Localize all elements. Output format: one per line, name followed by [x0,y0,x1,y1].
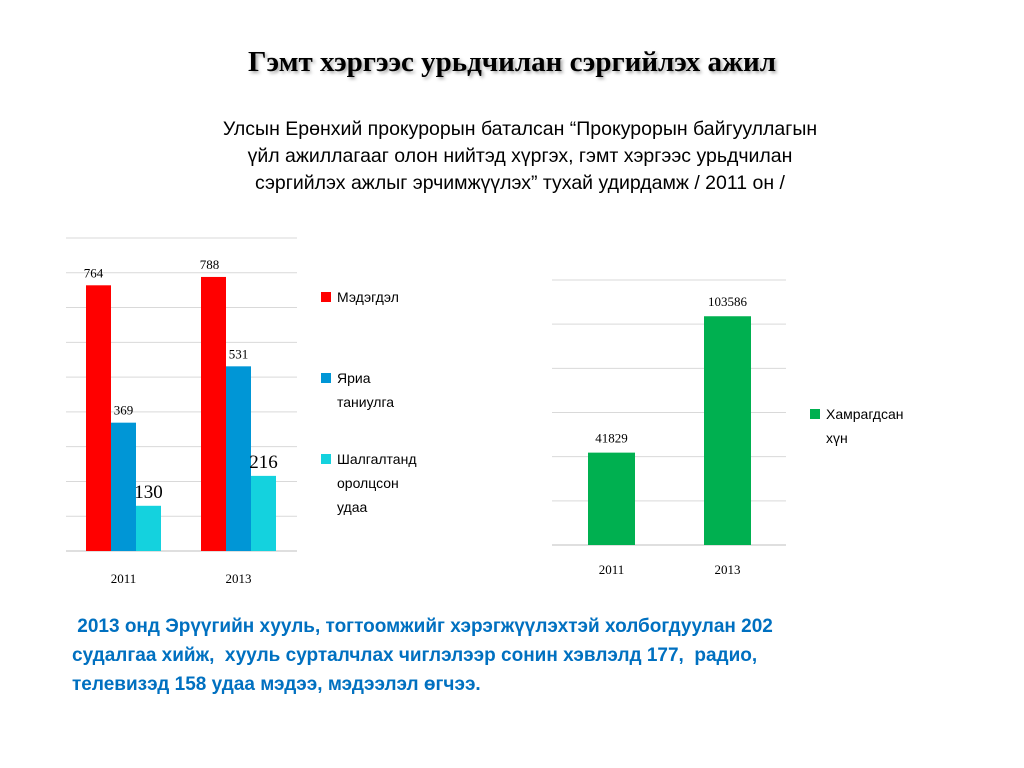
x-tick-label: 2013 [226,571,252,586]
legend-swatch [321,292,331,302]
data-label: 216 [249,452,278,473]
x-tick-label: 2011 [599,562,625,577]
data-label: 531 [229,346,249,361]
bar [704,316,751,545]
legend-label: Мэдэгдэл [337,289,399,305]
subtitle-line: үйл ажиллагааг олон нийтэд хүргэх, гэмт … [247,145,793,167]
data-label: 764 [84,265,104,280]
page-title: Гэмт хэргээс урьдчилан сэргийлэх ажил [248,46,776,78]
x-tick-label: 2013 [715,562,741,577]
legend-swatch [321,454,331,464]
legend-label: Яриа таниулга [337,370,394,410]
legend-swatch [321,373,331,383]
bar [251,475,276,551]
bar [86,285,111,551]
footer-line: 2013 онд Эрүүгийн хууль, тогтоомжийг хэр… [72,616,773,637]
bar [111,422,136,551]
subtitle-line: сэргийлэх ажлыг эрчимжүүлэх” тухай удирд… [255,172,785,194]
footer-line: судалгаа хийж, хууль сурталчлах чиглэлээ… [72,645,758,666]
data-label: 369 [114,403,134,418]
subtitle: Улсын Ерөнхий прокурорын баталсан “Проку… [150,116,890,197]
subtitle-line: Улсын Ерөнхий прокурорын баталсан “Проку… [222,118,818,140]
data-label: 788 [200,257,220,272]
data-label: 130 [134,482,163,503]
legend-label: Хамрагдсан хүн [826,406,904,446]
legend-swatch [810,409,820,419]
bar [201,276,226,551]
data-label: 41829 [595,431,628,446]
bar [226,366,251,551]
x-tick-label: 2011 [111,571,137,586]
footer-note: 2013 онд Эрүүгийн хууль, тогтоомжийг хэр… [72,612,972,699]
data-label: 103586 [708,294,748,309]
legend-label: Шалгалтанд оролцсон удаа [337,451,416,515]
footer-line: телевизэд 158 удаа мэдээ, мэдээлэл өгчээ… [72,674,481,695]
bar [588,452,635,545]
bar [136,505,161,551]
